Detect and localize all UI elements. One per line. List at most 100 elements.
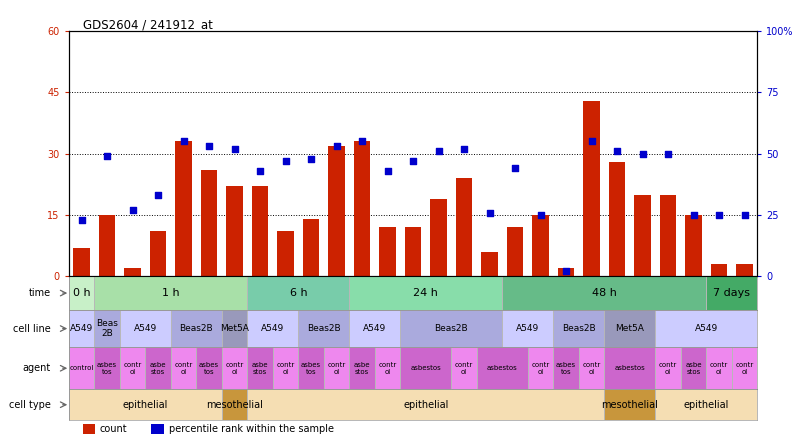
Bar: [553, 310, 604, 347]
Bar: [247, 276, 349, 310]
Point: [713, 211, 726, 218]
Bar: [400, 310, 502, 347]
Point: [330, 143, 343, 150]
Bar: [171, 310, 222, 347]
Bar: [528, 347, 553, 389]
Text: contr
ol: contr ol: [735, 362, 754, 375]
Bar: [69, 276, 94, 310]
Text: asbes
tos: asbes tos: [97, 362, 117, 375]
Bar: [732, 347, 757, 389]
Bar: [706, 347, 732, 389]
Bar: [477, 347, 528, 389]
Text: A549: A549: [70, 324, 93, 333]
Bar: [405, 227, 421, 276]
Bar: [655, 347, 681, 389]
Bar: [222, 347, 247, 389]
Text: contr
ol: contr ol: [710, 362, 728, 375]
Bar: [124, 268, 141, 276]
Text: time: time: [29, 288, 51, 298]
Text: cell line: cell line: [13, 324, 51, 333]
Bar: [171, 347, 196, 389]
Text: asbe
stos: asbe stos: [354, 362, 370, 375]
Bar: [604, 310, 655, 347]
Bar: [354, 142, 370, 276]
Bar: [553, 347, 579, 389]
Bar: [349, 310, 400, 347]
Bar: [507, 227, 523, 276]
Point: [75, 216, 88, 223]
Point: [687, 211, 700, 218]
Text: mesothelial: mesothelial: [601, 400, 659, 410]
Text: count: count: [100, 424, 127, 434]
Text: contr
ol: contr ol: [378, 362, 397, 375]
Bar: [349, 276, 502, 310]
Bar: [456, 178, 472, 276]
Bar: [171, 310, 222, 347]
Point: [432, 148, 445, 155]
Bar: [252, 186, 268, 276]
Bar: [247, 347, 273, 389]
Point: [100, 153, 113, 160]
Bar: [558, 268, 574, 276]
Bar: [711, 264, 727, 276]
Bar: [451, 347, 477, 389]
Bar: [349, 310, 400, 347]
Bar: [247, 389, 604, 420]
Point: [151, 192, 164, 199]
Text: Beas2B: Beas2B: [562, 324, 595, 333]
Text: epithelial: epithelial: [684, 400, 729, 410]
Bar: [609, 162, 625, 276]
Bar: [69, 389, 222, 420]
Text: A549: A549: [695, 324, 718, 333]
Bar: [273, 347, 298, 389]
Text: GDS2604 / 241912_at: GDS2604 / 241912_at: [83, 18, 212, 31]
Bar: [349, 347, 375, 389]
Point: [254, 167, 266, 174]
Point: [560, 268, 573, 275]
Bar: [94, 347, 120, 389]
Bar: [324, 347, 349, 389]
Text: asbe
stos: asbe stos: [252, 362, 268, 375]
Text: agent: agent: [23, 363, 51, 373]
Bar: [145, 347, 171, 389]
Bar: [604, 389, 655, 420]
Point: [662, 150, 675, 157]
Text: contr
ol: contr ol: [225, 362, 244, 375]
Bar: [150, 231, 166, 276]
Text: A549: A549: [134, 324, 157, 333]
Bar: [94, 347, 120, 389]
Point: [483, 209, 496, 216]
Text: contr
ol: contr ol: [327, 362, 346, 375]
Bar: [375, 347, 400, 389]
Text: 24 h: 24 h: [413, 288, 438, 298]
Bar: [247, 276, 349, 310]
Bar: [400, 347, 451, 389]
Bar: [222, 310, 247, 347]
Bar: [655, 347, 681, 389]
Bar: [685, 215, 702, 276]
Bar: [681, 347, 706, 389]
Bar: [298, 347, 324, 389]
Bar: [583, 100, 600, 276]
Bar: [579, 347, 604, 389]
Bar: [94, 276, 247, 310]
Bar: [502, 276, 706, 310]
Bar: [69, 310, 94, 347]
Point: [509, 165, 522, 172]
Text: contr
ol: contr ol: [455, 362, 473, 375]
Bar: [732, 347, 757, 389]
Bar: [655, 310, 757, 347]
Text: asbestos: asbestos: [487, 365, 518, 371]
Bar: [579, 347, 604, 389]
Point: [636, 150, 649, 157]
Bar: [120, 310, 171, 347]
Bar: [145, 347, 171, 389]
Text: asbes
tos: asbes tos: [199, 362, 220, 375]
Bar: [706, 276, 757, 310]
Text: contr
ol: contr ol: [174, 362, 193, 375]
Bar: [604, 389, 655, 420]
Text: contr
ol: contr ol: [659, 362, 677, 375]
Text: A549: A549: [516, 324, 539, 333]
Text: 0 h: 0 h: [73, 288, 91, 298]
Bar: [247, 347, 273, 389]
